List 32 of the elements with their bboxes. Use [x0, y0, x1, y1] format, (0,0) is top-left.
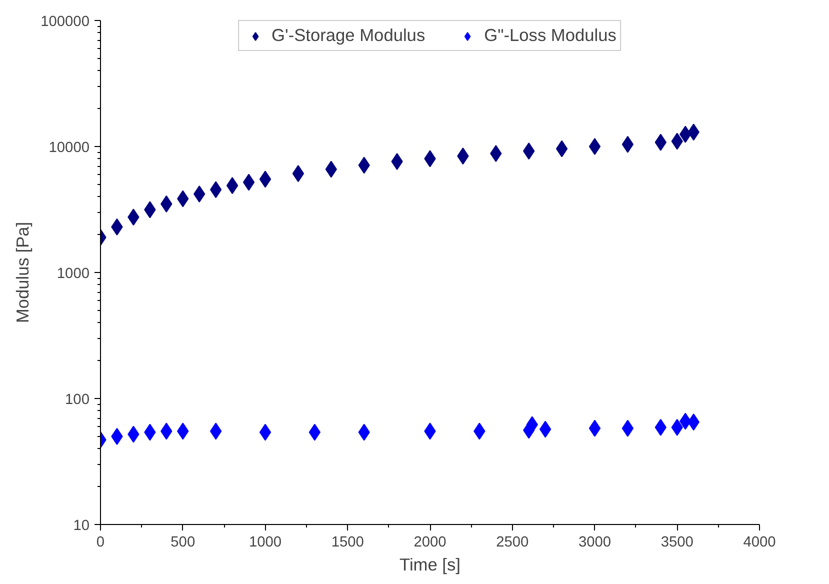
- point: [588, 420, 601, 437]
- point: [210, 422, 222, 440]
- point: [210, 181, 222, 198]
- y-tick-label: 1000: [56, 266, 90, 282]
- x-tick-label: 2000: [414, 534, 446, 550]
- x-tick-label: 3500: [660, 534, 694, 550]
- point: [226, 177, 238, 194]
- point: [259, 424, 272, 441]
- point: [622, 136, 634, 153]
- point: [588, 138, 601, 155]
- point: [259, 170, 272, 188]
- y-tick-label: 10: [73, 518, 90, 534]
- point: [292, 165, 304, 182]
- y-tick-label: 100: [65, 392, 90, 408]
- x-tick-label: 1500: [331, 534, 364, 550]
- point: [308, 424, 321, 441]
- x-tick-label: 2500: [496, 534, 529, 550]
- x-tick-label: 500: [170, 534, 196, 550]
- y-axis-title: Modulus [Pa]: [12, 222, 33, 324]
- legend-label: G'-Storage Modulus: [272, 25, 426, 46]
- x-axis-title: Time [s]: [400, 554, 460, 574]
- y-tick-label: 10000: [48, 140, 90, 156]
- y-tick-label: 100000: [40, 14, 90, 30]
- x-tick-label: 3000: [578, 534, 612, 550]
- x-tick-label: 4000: [743, 534, 776, 550]
- point: [556, 140, 568, 158]
- x-tick-label: 0: [96, 534, 105, 550]
- legend-label: G"-Loss Modulus: [484, 25, 616, 46]
- point: [622, 420, 634, 437]
- point: [539, 420, 552, 438]
- x-tick-label: 1000: [248, 534, 282, 550]
- point: [242, 174, 255, 191]
